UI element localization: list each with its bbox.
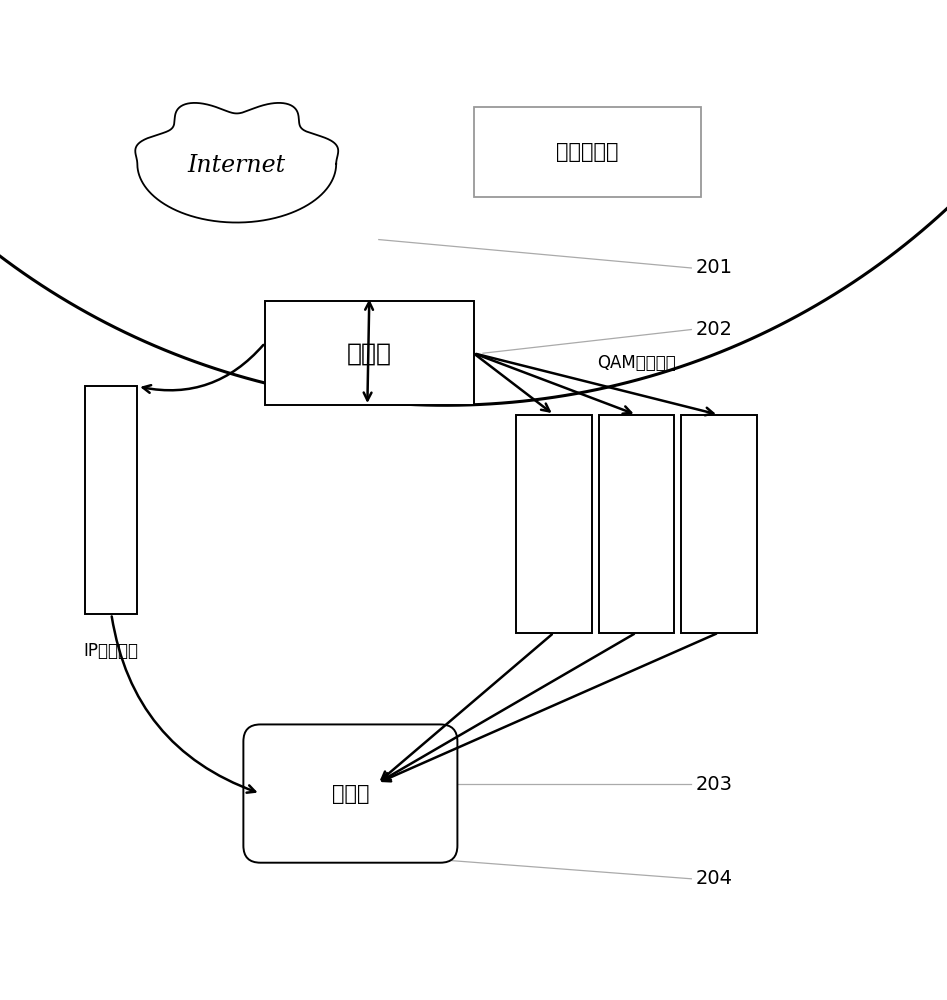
- Bar: [85, 386, 137, 614]
- Bar: [599, 415, 674, 633]
- Text: 202: 202: [696, 320, 733, 339]
- Bar: [516, 415, 592, 633]
- FancyBboxPatch shape: [243, 724, 457, 863]
- Bar: [681, 415, 757, 633]
- Text: 203: 203: [696, 775, 733, 794]
- Text: 接收端: 接收端: [331, 784, 369, 804]
- Text: 204: 204: [696, 869, 733, 888]
- Bar: [474, 107, 701, 197]
- Text: 201: 201: [696, 258, 733, 277]
- Text: QAM下行通道: QAM下行通道: [597, 354, 676, 372]
- Text: 发送端: 发送端: [347, 341, 392, 365]
- Bar: [265, 301, 474, 405]
- Text: Internet: Internet: [188, 154, 286, 177]
- Text: IP双向通道: IP双向通道: [83, 642, 139, 660]
- Text: 应用服务器: 应用服务器: [556, 142, 618, 162]
